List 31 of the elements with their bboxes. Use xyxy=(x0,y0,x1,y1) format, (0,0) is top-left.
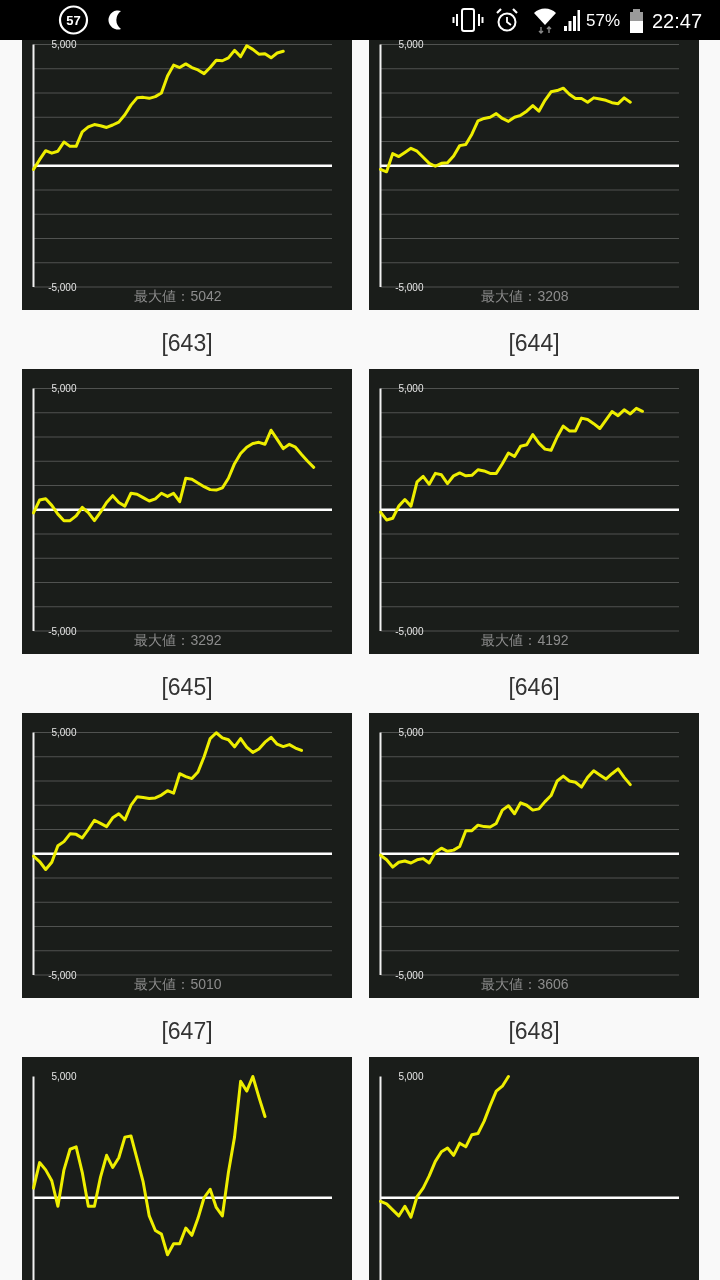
line-series xyxy=(32,428,316,523)
y-tick-label: -5,000 xyxy=(48,969,77,981)
chart-title: [643] xyxy=(161,330,213,356)
text: 57 xyxy=(66,13,81,28)
chart-title: [644] xyxy=(508,330,560,356)
text: 最大値：3606 xyxy=(481,976,569,992)
text: 最大値：4192 xyxy=(481,632,569,648)
y-tick-label: -5,000 xyxy=(48,281,77,293)
y-tick-label: 5,000 xyxy=(51,727,77,738)
y-tick-label: 5,000 xyxy=(398,39,424,50)
y-tick-label: -5,000 xyxy=(395,281,424,293)
text: 22:47 xyxy=(652,9,703,32)
text: 最大値：5042 xyxy=(134,288,222,304)
y-tick-label: -5,000 xyxy=(395,625,424,637)
chart-title: [648] xyxy=(508,1018,560,1044)
text: 57% xyxy=(586,11,621,30)
chart-title: [645] xyxy=(161,674,213,700)
line-series xyxy=(379,86,632,174)
y-tick-label: 5,000 xyxy=(398,383,424,394)
y-tick-label: -5,000 xyxy=(395,969,424,981)
line-series xyxy=(379,406,644,522)
y-tick-label: -5,000 xyxy=(48,625,77,637)
chart-title: [646] xyxy=(508,674,560,700)
text: 最大値：5010 xyxy=(134,976,222,992)
chart-title: [647] xyxy=(161,1018,213,1044)
y-tick-label: 5,000 xyxy=(51,383,77,394)
line-series xyxy=(379,767,632,869)
text: 最大値：3292 xyxy=(134,632,222,648)
y-tick-label: 5,000 xyxy=(51,39,77,50)
y-tick-label: 5,000 xyxy=(398,727,424,738)
text: 最大値：3208 xyxy=(481,288,569,304)
